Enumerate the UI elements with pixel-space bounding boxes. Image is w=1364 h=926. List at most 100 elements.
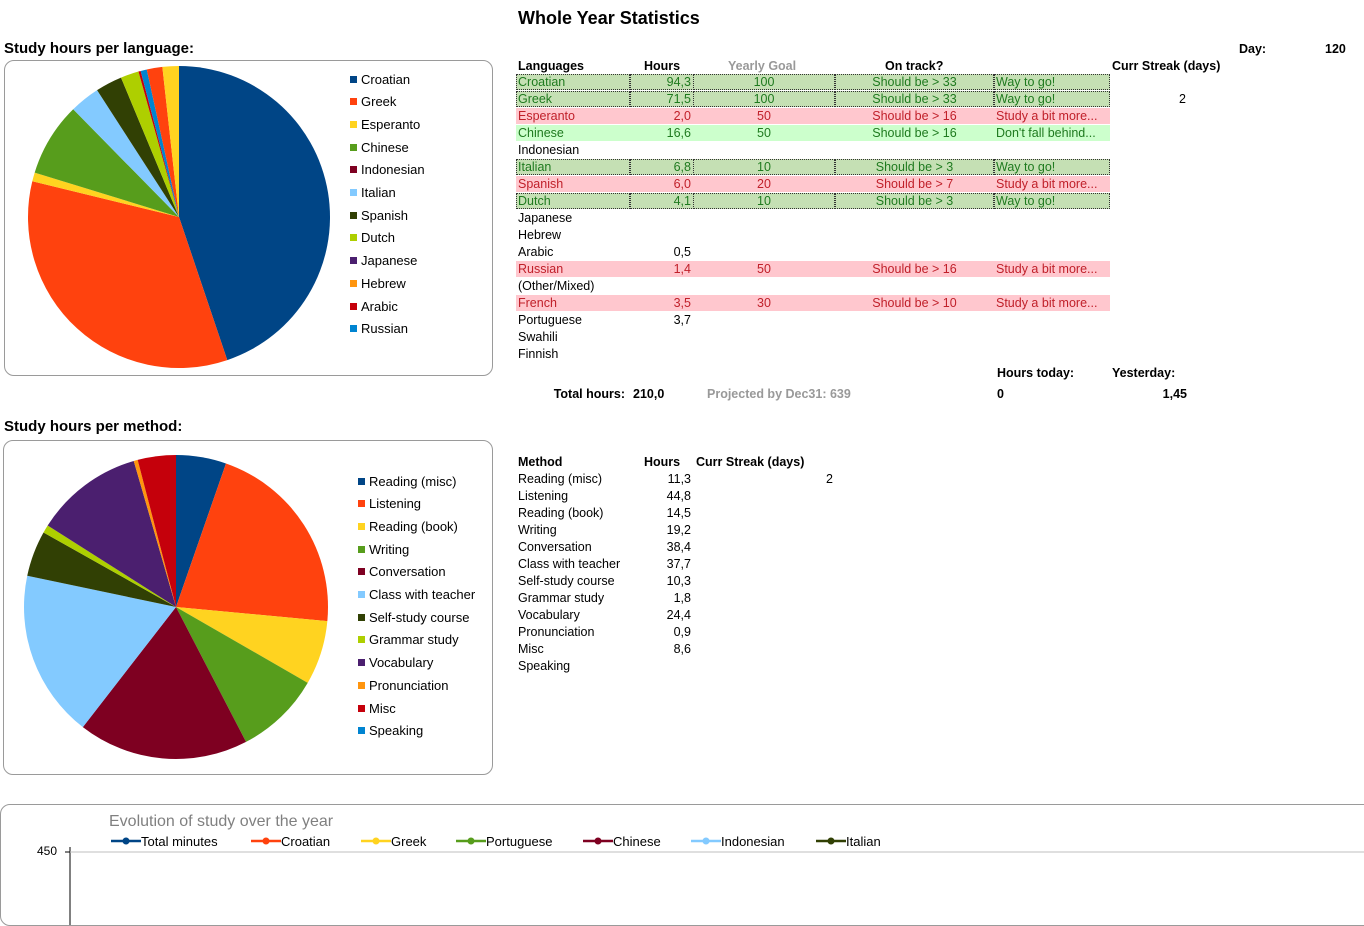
language-name: Finnish xyxy=(518,347,559,361)
method-name: Grammar study xyxy=(518,591,605,605)
pie-slice-french[interactable] xyxy=(146,66,179,217)
pie-slice-spanish[interactable] xyxy=(97,77,179,217)
legend-item: Esperanto xyxy=(350,115,420,133)
legend-label: Dutch xyxy=(361,230,395,246)
language-should-be xyxy=(835,142,994,158)
language-goal xyxy=(693,244,835,260)
method-hours: 8,6 xyxy=(673,642,691,656)
language-status: Way to go! xyxy=(994,193,1110,209)
pie-slice-russian[interactable] xyxy=(140,69,179,217)
pie-slice-croatian[interactable] xyxy=(179,66,330,361)
language-section-title: Study hours per language: xyxy=(4,40,195,57)
pie-slice-pronunciation[interactable] xyxy=(133,459,176,607)
language-status: Study a bit more... xyxy=(994,108,1110,124)
legend-swatch xyxy=(350,166,357,174)
line-legend-item: Croatian xyxy=(251,833,330,849)
language-hours: 3,5 xyxy=(630,295,694,311)
method-pie-svg xyxy=(24,455,328,759)
pie-slice-class-with-teacher[interactable] xyxy=(24,575,176,728)
language-name: Portuguese xyxy=(518,313,582,327)
pie-slice-misc[interactable] xyxy=(137,455,176,607)
language-name: Swahili xyxy=(518,330,558,344)
language-name: Dutch xyxy=(516,193,630,209)
pie-slice-dutch[interactable] xyxy=(121,71,179,218)
pie-slice-listening[interactable] xyxy=(176,463,328,622)
language-row: Japanese xyxy=(516,210,1110,226)
method-hours: 1,8 xyxy=(673,591,691,605)
legend-label: Writing xyxy=(369,541,410,557)
language-goal: 100 xyxy=(693,74,835,90)
y-tick-label: 450 xyxy=(37,844,58,858)
legend-item: Class with teacher xyxy=(358,586,475,604)
legend-swatch xyxy=(350,302,357,310)
language-pie-chart[interactable]: Croatian Greek Esperanto Chinese Indonesian I… xyxy=(4,60,493,376)
pie-slice-reading-book[interactable] xyxy=(176,607,328,683)
language-goal xyxy=(693,278,835,294)
language-should-be: Should be > 10 xyxy=(835,295,994,311)
pie-slice-reading-misc[interactable] xyxy=(176,455,226,607)
language-row: Hebrew xyxy=(516,227,1110,243)
line-legend-marker xyxy=(251,837,281,845)
language-should-be xyxy=(835,329,994,345)
legend-item: Dutch xyxy=(350,229,395,247)
method-name: Pronunciation xyxy=(518,625,595,639)
legend-item: Indonesian xyxy=(350,161,425,179)
method-hours: 14,5 xyxy=(666,506,691,520)
legend-item: Hebrew xyxy=(350,274,406,292)
language-name: Croatian xyxy=(516,74,630,90)
language-row: Spanish 6,0 20 Should be > 7 Study a bit mor… xyxy=(516,176,1110,192)
legend-swatch xyxy=(350,120,357,128)
language-hours xyxy=(630,210,694,226)
total-hours-value: 210,0 xyxy=(633,387,665,401)
pie-slice-portuguese[interactable] xyxy=(162,66,179,217)
language-row: French 3,5 30 Should be > 10 Study a bit mor… xyxy=(516,295,1110,311)
pie-slice-writing[interactable] xyxy=(176,607,308,742)
language-should-be: Should be > 16 xyxy=(835,125,994,141)
language-row: Finnish xyxy=(516,346,1110,362)
legend-item: Vocabulary xyxy=(358,654,433,672)
legend-item: Spanish xyxy=(350,206,408,224)
line-legend-marker xyxy=(583,837,613,845)
pie-slice-arabic[interactable] xyxy=(138,70,179,218)
evolution-line-chart[interactable]: Evolution of study over the year Total m… xyxy=(0,804,1364,926)
legend-item: Misc xyxy=(358,699,396,717)
method-hours: 19,2 xyxy=(666,523,691,537)
language-should-be xyxy=(835,227,994,243)
legend-item: Listening xyxy=(358,495,421,513)
method-hours: 10,3 xyxy=(666,574,691,588)
day-label: Day: xyxy=(1239,42,1267,56)
pie-slice-esperanto[interactable] xyxy=(32,172,179,217)
pie-slice-chinese[interactable] xyxy=(34,109,179,217)
pie-slice-greek[interactable] xyxy=(28,181,228,368)
evolution-chart-title: Evolution of study over the year xyxy=(109,813,334,830)
pie-slice-conversation[interactable] xyxy=(82,607,247,759)
legend-label: Speaking xyxy=(369,723,424,739)
language-row: Croatian 94,3 100 Should be > 33 Way to go! xyxy=(516,74,1110,90)
legend-item: Japanese xyxy=(350,252,417,270)
method-hours: 44,8 xyxy=(666,489,691,503)
language-should-be xyxy=(835,210,994,226)
pie-slice-self-study-course[interactable] xyxy=(27,532,176,607)
legend-swatch xyxy=(358,522,365,530)
hours-today-value: 0 xyxy=(997,387,1004,401)
method-name: Class with teacher xyxy=(518,557,621,571)
language-should-be: Should be > 3 xyxy=(835,159,994,175)
line-legend-item: Total minutes xyxy=(111,833,218,849)
legend-swatch xyxy=(358,500,365,508)
legend-item: Conversation xyxy=(358,563,446,581)
pie-slice-grammar-study[interactable] xyxy=(43,525,177,607)
pie-slice-italian[interactable] xyxy=(73,90,179,217)
language-name: (Other/Mixed) xyxy=(518,279,595,293)
pie-slice-vocabulary[interactable] xyxy=(47,460,177,607)
legend-label: Vocabulary xyxy=(369,655,434,671)
method-pie-chart[interactable]: Reading (misc) Listening Reading (book) Wri… xyxy=(3,440,493,775)
legend-swatch xyxy=(350,325,357,333)
language-goal: 50 xyxy=(693,261,835,277)
legend-item: Grammar study xyxy=(358,631,459,649)
method-hours: 11,3 xyxy=(667,472,691,486)
language-should-be: Should be > 16 xyxy=(835,108,994,124)
language-should-be xyxy=(835,244,994,260)
language-row: Greek 71,5 100 Should be > 33 Way to go! xyxy=(516,91,1110,107)
language-goal xyxy=(693,142,835,158)
legend-item: Russian xyxy=(350,320,408,338)
